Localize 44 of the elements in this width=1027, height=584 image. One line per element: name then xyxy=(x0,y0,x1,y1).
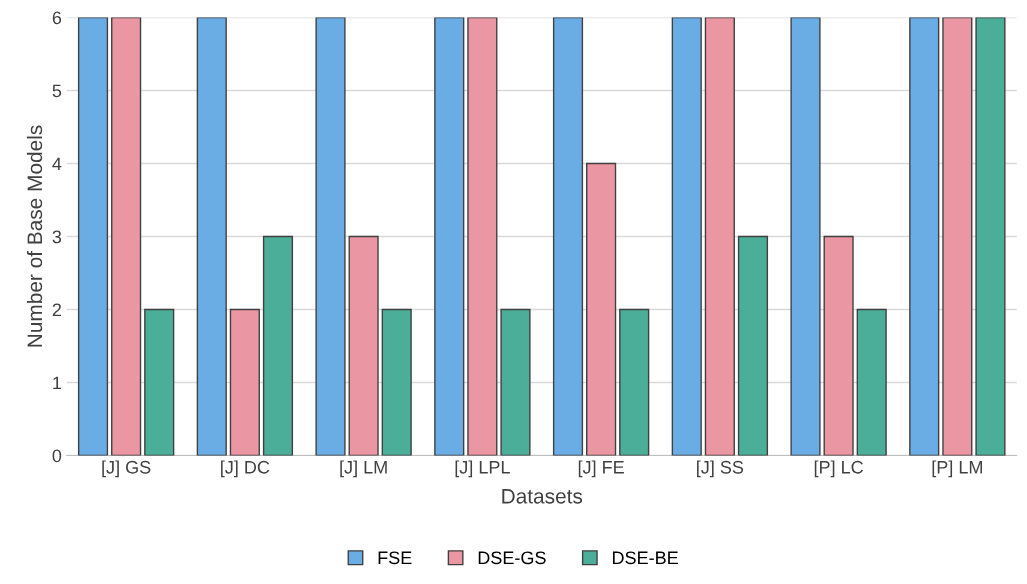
y-tick-label: 4 xyxy=(52,157,62,171)
x-tick-label: [J] DC xyxy=(221,460,270,478)
bar xyxy=(671,17,702,456)
bar xyxy=(262,235,294,456)
bar xyxy=(315,17,346,456)
bar xyxy=(348,235,379,456)
bar xyxy=(737,235,769,456)
legend-label: DSE-BE xyxy=(612,551,678,565)
bar xyxy=(856,308,887,456)
y-tick-label: 5 xyxy=(52,84,62,98)
x-tick-label: [P] LC xyxy=(814,460,864,478)
bar xyxy=(909,17,940,456)
bar xyxy=(467,17,498,456)
x-tick-label: [P] LM xyxy=(932,460,982,478)
y-axis-title: Number of Base Models xyxy=(26,125,43,347)
x-tick-label: [J] GS xyxy=(102,460,151,478)
bar xyxy=(111,17,142,456)
bar xyxy=(790,17,821,456)
bar xyxy=(704,17,735,456)
y-tick-label: 2 xyxy=(52,303,61,317)
bar xyxy=(619,308,650,456)
bar xyxy=(77,17,109,456)
legend-label: DSE-GS xyxy=(478,551,546,565)
bar xyxy=(500,308,531,456)
y-tick-label: 1 xyxy=(53,376,62,390)
x-tick-label: [J] FE xyxy=(578,460,624,478)
bar xyxy=(975,17,1006,456)
y-tick-label: 3 xyxy=(52,230,62,244)
bar xyxy=(144,308,175,456)
bar xyxy=(229,308,260,456)
bar xyxy=(381,308,412,456)
x-tick-label: [J] LPL xyxy=(455,460,510,478)
bar xyxy=(196,17,227,456)
bar xyxy=(942,17,973,456)
x-tick-label: [J] SS xyxy=(697,460,744,478)
bar xyxy=(434,17,465,456)
bar xyxy=(823,235,854,456)
legend-label: FSE xyxy=(378,551,412,565)
y-tick-label: 6 xyxy=(52,11,62,25)
x-axis-title: Datasets xyxy=(502,489,583,504)
bar xyxy=(552,17,584,456)
bar xyxy=(586,162,617,456)
y-tick-label: 0 xyxy=(52,449,62,463)
x-tick-label: [J] LM xyxy=(340,460,387,478)
